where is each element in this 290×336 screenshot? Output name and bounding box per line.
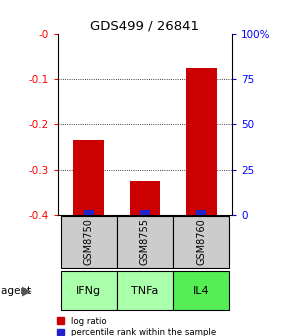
Text: GSM8755: GSM8755 (140, 218, 150, 265)
FancyBboxPatch shape (117, 216, 173, 268)
FancyBboxPatch shape (173, 216, 229, 268)
Text: GSM8760: GSM8760 (196, 218, 206, 265)
Text: IL4: IL4 (193, 286, 209, 296)
FancyBboxPatch shape (61, 271, 117, 310)
Bar (140, 210, 150, 215)
Bar (196, 210, 206, 215)
Legend: log ratio, percentile rank within the sample: log ratio, percentile rank within the sa… (57, 317, 216, 336)
Bar (186, 68, 217, 215)
Text: GSM8750: GSM8750 (84, 218, 94, 265)
FancyBboxPatch shape (117, 271, 173, 310)
Title: GDS499 / 26841: GDS499 / 26841 (90, 19, 200, 33)
Bar (130, 181, 160, 215)
FancyBboxPatch shape (173, 271, 229, 310)
Text: ▶: ▶ (22, 285, 31, 298)
Text: IFNg: IFNg (76, 286, 102, 296)
FancyBboxPatch shape (61, 216, 117, 268)
Text: agent: agent (1, 286, 35, 296)
Bar (73, 140, 104, 215)
Text: TNFa: TNFa (131, 286, 159, 296)
Bar (84, 210, 94, 215)
